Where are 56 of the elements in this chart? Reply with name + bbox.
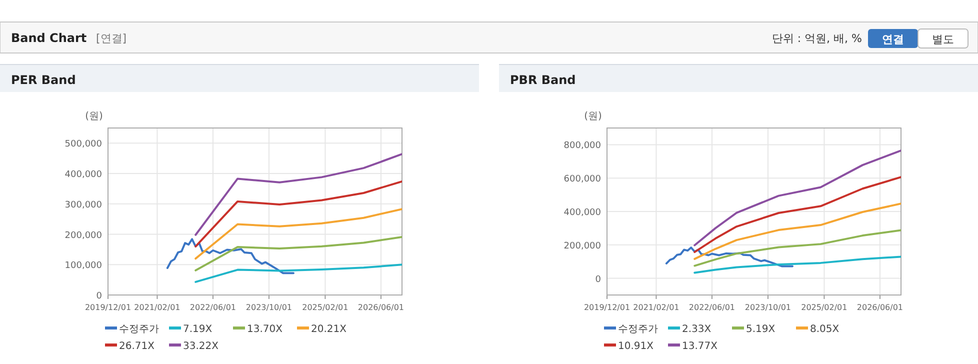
chart-title: PER Band — [11, 73, 76, 87]
legend-label: 26.71X — [119, 341, 155, 352]
legend-label: 20.21X — [311, 324, 347, 335]
x-tick-label: 2026/06/01 — [358, 303, 404, 312]
text: Band Chart — [11, 31, 87, 45]
line-series — [694, 150, 901, 246]
legend-label: 7.19X — [183, 324, 212, 335]
legend-label: 13.77X — [682, 341, 718, 352]
y-tick-label: 600,000 — [564, 174, 602, 185]
line-series — [694, 176, 901, 254]
x-tick-label: 2019/12/01 — [584, 303, 630, 312]
text: [연결] — [96, 32, 127, 45]
text: 별도 — [932, 33, 954, 46]
legend-label: 수정주가 — [119, 324, 159, 335]
x-tick-label: 2021/02/01 — [134, 303, 180, 312]
x-tick-label: 2021/02/01 — [633, 303, 680, 312]
y-axis-title: (원) — [85, 111, 103, 122]
y-tick-label: 0 — [96, 292, 102, 302]
y-tick-label: 100,000 — [64, 261, 102, 272]
y-tick-label: 0 — [595, 274, 602, 285]
legend-label: 13.70X — [247, 324, 283, 335]
y-tick-label: 200,000 — [64, 230, 102, 241]
x-tick-label: 2025/02/01 — [302, 303, 348, 312]
x-tick-label: 2026/06/01 — [856, 303, 904, 312]
line-series — [194, 236, 402, 272]
x-tick-label: 2022/06/01 — [190, 303, 236, 312]
line-series — [194, 153, 402, 236]
legend-label: 8.05X — [810, 324, 840, 335]
y-tick-label: 400,000 — [564, 208, 602, 218]
line-series — [194, 180, 402, 248]
y-tick-label: 400,000 — [64, 170, 102, 180]
legend-label: 10.91X — [618, 341, 654, 352]
legend-label: 5.19X — [746, 324, 776, 335]
line-series — [166, 238, 294, 274]
line-series — [694, 229, 901, 267]
x-tick-label: 2023/10/01 — [744, 303, 792, 312]
x-tick-label: 2022/06/01 — [688, 303, 736, 312]
line-series — [194, 264, 402, 283]
x-tick-label: 2023/10/01 — [246, 303, 292, 312]
legend-label: 2.33X — [682, 324, 712, 335]
legend-label: 33.22X — [183, 341, 219, 352]
line-series — [694, 202, 901, 260]
x-tick-label: 2025/02/01 — [801, 303, 848, 312]
line-series — [694, 256, 901, 274]
y-tick-label: 200,000 — [564, 241, 602, 252]
y-tick-label: 500,000 — [64, 140, 102, 150]
text: 단위 : 억원, 배, % — [772, 32, 862, 45]
line-series — [194, 208, 402, 260]
x-tick-label: 2019/12/01 — [84, 303, 132, 312]
y-tick-label: 300,000 — [64, 200, 102, 210]
legend-label: 수정주가 — [618, 324, 658, 335]
line-series — [665, 246, 794, 268]
y-tick-label: 800,000 — [564, 141, 602, 152]
text: 연결 — [882, 33, 904, 46]
y-axis-title: (원) — [584, 111, 602, 122]
chart-title: PBR Band — [510, 73, 576, 87]
